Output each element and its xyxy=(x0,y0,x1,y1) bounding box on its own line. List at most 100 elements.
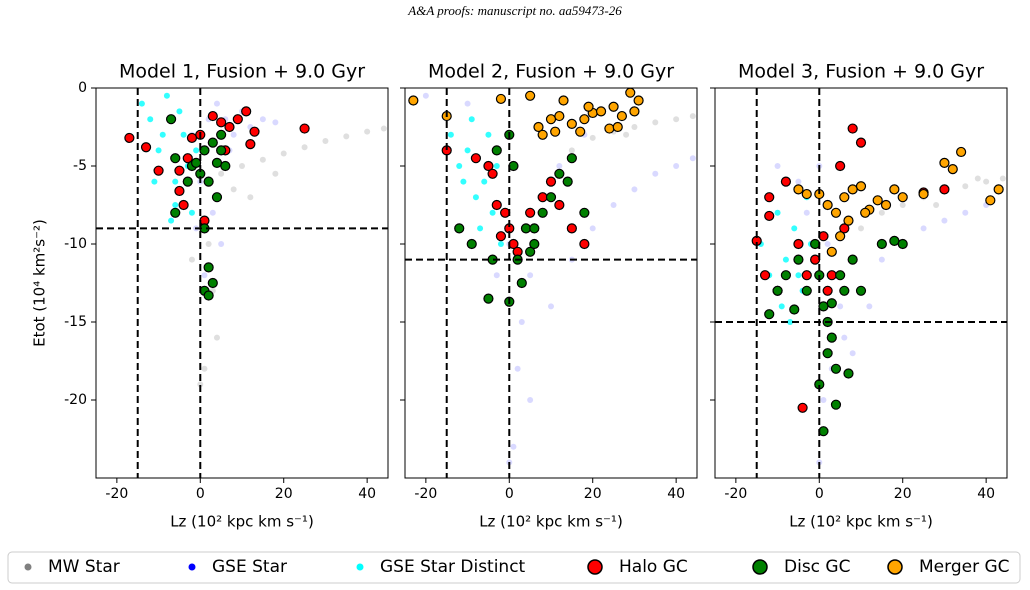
star-point xyxy=(849,350,856,357)
gc-point xyxy=(491,145,502,156)
star-point xyxy=(999,175,1006,182)
star-point xyxy=(878,256,885,263)
gc-point xyxy=(826,332,837,343)
gc-point xyxy=(178,199,189,211)
legend-marker xyxy=(587,559,603,575)
gc-point xyxy=(835,231,846,242)
gc-point xyxy=(537,207,548,218)
y-axis-label: Etot (10⁴ km²s⁻²) xyxy=(31,219,49,347)
star-point xyxy=(477,225,484,232)
gc-point xyxy=(876,238,887,250)
gc-point xyxy=(533,121,544,133)
star-point xyxy=(795,178,802,185)
star-point xyxy=(518,319,525,325)
gc-point xyxy=(241,106,252,117)
gc-point xyxy=(826,270,837,281)
gc-point xyxy=(839,223,850,234)
star-point xyxy=(218,170,225,177)
gc-point xyxy=(203,262,214,273)
star-point xyxy=(689,155,696,162)
gc-point xyxy=(625,88,636,98)
star-point xyxy=(652,119,659,126)
gc-point xyxy=(612,121,623,133)
gc-point xyxy=(822,285,833,296)
x-tick-label: 40 xyxy=(667,486,685,502)
star-point xyxy=(527,397,534,403)
gc-point xyxy=(579,238,590,250)
gc-point xyxy=(780,176,792,187)
gc-point xyxy=(508,160,519,172)
plot-area xyxy=(96,88,388,478)
gc-point xyxy=(554,168,565,179)
gc-point xyxy=(140,142,152,153)
legend-marker xyxy=(356,563,364,571)
gc-point xyxy=(789,304,800,315)
gc-point xyxy=(889,235,900,246)
gc-point xyxy=(793,184,804,195)
page-header: A&A proofs: manuscript no. aa59473-26 xyxy=(407,3,622,18)
star-point xyxy=(858,225,864,232)
gc-point xyxy=(207,277,218,289)
gc-point xyxy=(408,95,419,106)
star-point xyxy=(151,178,158,185)
gc-point xyxy=(579,114,590,125)
gc-point xyxy=(801,188,812,200)
star-point xyxy=(272,119,279,126)
star-point xyxy=(464,100,471,107)
star-point xyxy=(213,100,220,107)
legend-marker xyxy=(752,559,768,575)
gc-point xyxy=(780,270,792,281)
gc-point xyxy=(764,210,775,222)
star-point xyxy=(837,303,844,310)
gc-point xyxy=(186,132,198,144)
gc-point xyxy=(566,223,577,234)
star-point xyxy=(176,108,183,115)
gc-point xyxy=(772,285,783,296)
gc-point xyxy=(203,290,214,301)
gc-point xyxy=(299,123,310,134)
star-point xyxy=(493,163,500,169)
gc-point xyxy=(566,153,577,164)
gc-point xyxy=(466,238,477,250)
gc-point xyxy=(889,184,900,195)
star-point xyxy=(301,144,308,151)
star-point xyxy=(568,147,575,154)
gc-point xyxy=(579,207,590,218)
gc-point xyxy=(956,146,967,158)
gc-point xyxy=(207,110,218,122)
gc-point xyxy=(545,176,557,187)
star-point xyxy=(841,334,848,341)
star-point xyxy=(631,186,638,193)
star-point xyxy=(168,217,175,224)
star-point xyxy=(247,194,254,201)
star-point xyxy=(481,178,488,185)
star-point xyxy=(673,163,680,169)
plot-area xyxy=(405,88,697,478)
star-point xyxy=(778,303,785,310)
gc-point xyxy=(616,110,628,122)
gc-point xyxy=(483,293,494,304)
star-point xyxy=(878,209,885,216)
gc-point xyxy=(529,223,540,234)
star-point xyxy=(201,272,208,279)
gc-point xyxy=(818,231,829,242)
star-point xyxy=(623,131,630,138)
legend-label: Disc GC xyxy=(784,557,850,577)
gc-point xyxy=(525,90,536,101)
gc-point xyxy=(608,101,619,112)
gc-point xyxy=(793,238,804,250)
gc-point xyxy=(835,270,846,281)
star-point xyxy=(652,170,659,177)
gc-point xyxy=(847,184,858,195)
gc-point xyxy=(843,215,854,226)
y-tick-label: -20 xyxy=(64,392,87,408)
star-point xyxy=(610,202,617,208)
gc-point xyxy=(211,192,223,203)
gc-point xyxy=(818,426,829,437)
gc-point xyxy=(249,126,260,137)
gc-point xyxy=(232,114,243,125)
legend-box xyxy=(7,551,1021,584)
star-point xyxy=(941,217,948,224)
x-axis-label: Lz (10² kpc km s⁻¹) xyxy=(170,513,314,531)
star-point xyxy=(180,131,187,138)
